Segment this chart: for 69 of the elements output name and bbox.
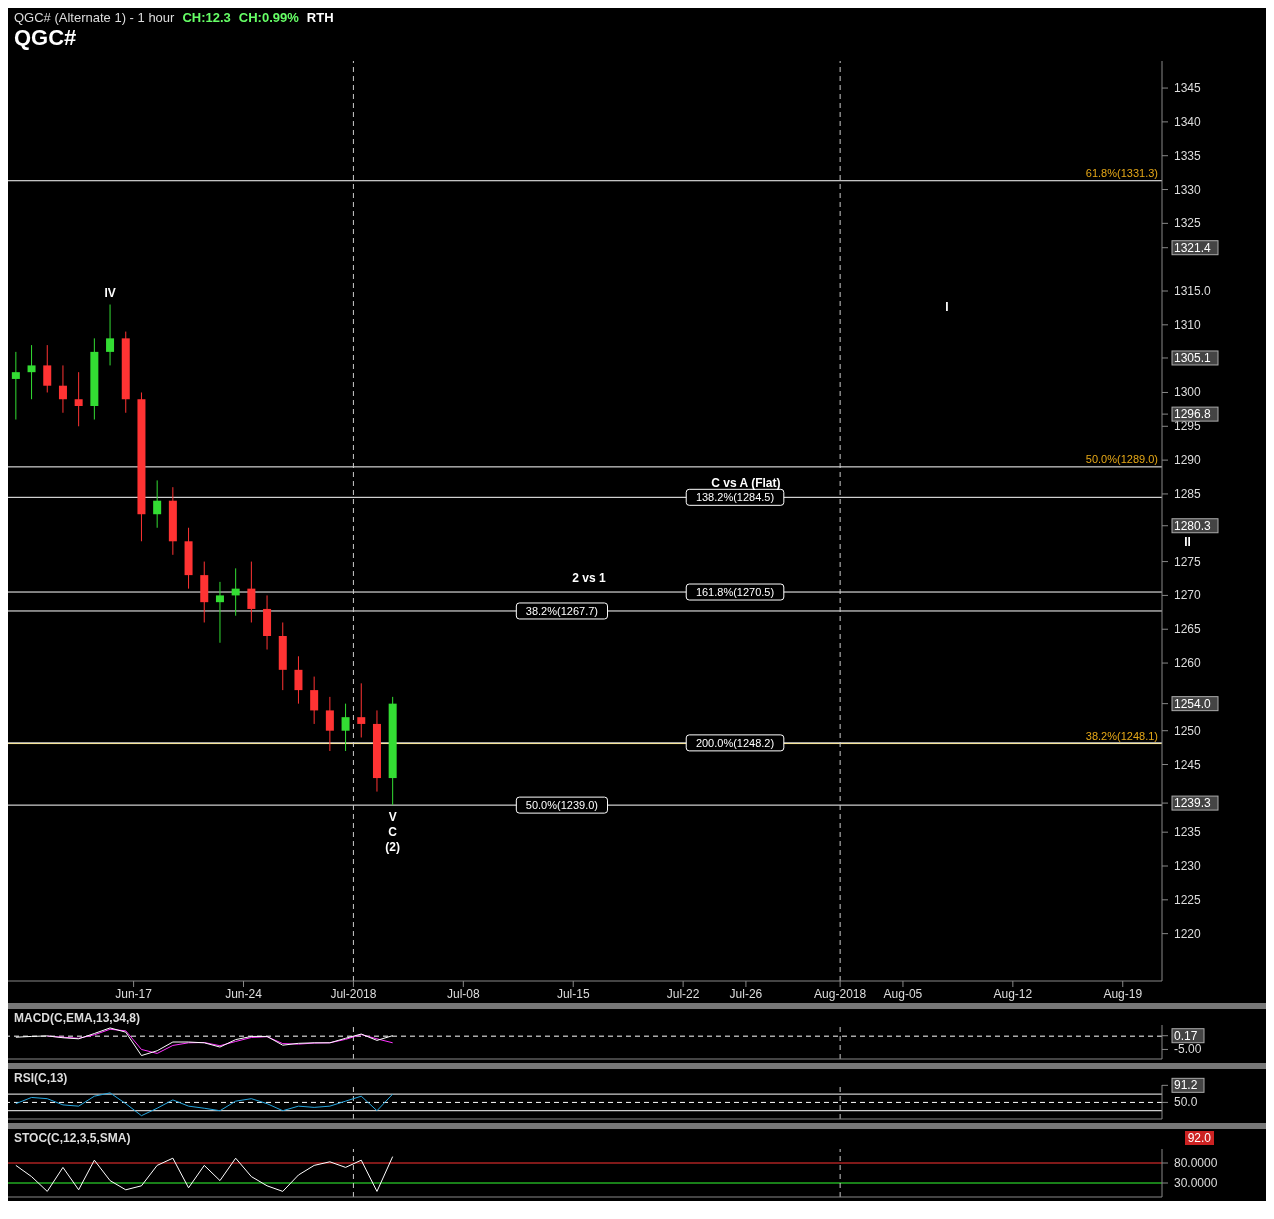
- y-tick-label: 1260: [1174, 656, 1202, 671]
- text: CH:0.99%: [238, 10, 299, 25]
- y-tick-label: 1340: [1174, 114, 1202, 129]
- chart-title: STOC(C,12,3,5,SMA): [14, 1131, 131, 1145]
- y-tick-label: 91.2: [1174, 1078, 1198, 1093]
- y-tick-label: 80.0000: [1174, 1156, 1218, 1170]
- ref-line-label: 61.8%(1331.3): [1085, 166, 1158, 179]
- y-tick-label: 50.0: [1174, 1095, 1198, 1110]
- annotation: 2 vs 1: [572, 571, 606, 586]
- text: II: [1184, 535, 1191, 549]
- y-tick-label: 1296.8: [1174, 407, 1212, 422]
- ref-line-label: 38.2%(1267.7): [525, 604, 599, 617]
- y-tick-label: 1325: [1174, 216, 1202, 231]
- y-tick-label: 1300: [1174, 385, 1202, 400]
- y-tick-label: 1245: [1174, 757, 1202, 772]
- y-tick-label: 1285: [1174, 486, 1202, 501]
- x-tick-label: Jul-08: [446, 986, 480, 1001]
- annotation: I: [945, 300, 949, 314]
- annotation: IV: [104, 285, 116, 300]
- x-tick-label: Aug-12: [993, 986, 1033, 1001]
- text: CH:12.3: [182, 10, 231, 25]
- x-tick-label: Aug-2018: [814, 986, 867, 1001]
- text: 92.0: [1184, 1131, 1214, 1145]
- ref-line-label: 138.2%(1284.5): [695, 491, 775, 504]
- x-tick-label: Jun-17: [115, 986, 153, 1001]
- annotation: C: [388, 825, 398, 840]
- x-tick-label: Aug-05: [883, 986, 923, 1001]
- y-tick-label: 1235: [1174, 825, 1202, 840]
- y-tick-label: 1305.1: [1174, 350, 1212, 365]
- text: RTH: [306, 10, 334, 25]
- ref-line-label: 38.2%(1248.1): [1085, 729, 1158, 742]
- y-tick-label: 1330: [1174, 182, 1202, 197]
- x-tick-label: Jul-2018: [330, 986, 377, 1001]
- ref-line-label: 200.0%(1248.2): [695, 736, 775, 749]
- y-tick-label: 1270: [1174, 588, 1202, 603]
- y-tick-label: 1280.3: [1174, 518, 1212, 533]
- chart-title: RSI(C,13): [14, 1071, 68, 1085]
- annotation: V: [388, 810, 397, 825]
- y-tick-label: 1321.4: [1174, 240, 1212, 255]
- y-tick-label: 30.0000: [1174, 1176, 1218, 1190]
- y-tick-label: 1310: [1174, 317, 1202, 332]
- y-tick-label: 0.17: [1174, 1028, 1198, 1043]
- y-tick-label: 1335: [1174, 148, 1202, 163]
- y-tick-label: 1230: [1174, 859, 1202, 873]
- chart-title: QGC#: [14, 25, 78, 51]
- ref-line-label: 50.0%(1289.0): [1085, 452, 1158, 465]
- x-tick-label: Jul-22: [666, 986, 700, 1001]
- x-tick-label: Jul-26: [729, 986, 763, 1001]
- y-tick-label: 1295: [1174, 419, 1202, 434]
- y-tick-label: 1254.0: [1174, 696, 1212, 711]
- annotation: (2): [385, 840, 400, 855]
- ref-line-label: 161.8%(1270.5): [695, 586, 775, 599]
- y-tick-label: 1315.0: [1174, 284, 1212, 298]
- y-tick-label: -5.00: [1174, 1042, 1202, 1057]
- y-tick-label: 1345: [1174, 81, 1202, 96]
- y-tick-label: 1265: [1174, 622, 1202, 637]
- y-tick-label: 1290: [1174, 453, 1202, 468]
- y-tick-label: 1250: [1174, 723, 1202, 738]
- y-tick-label: 1239.3: [1174, 796, 1212, 811]
- annotation: C vs A (Flat): [711, 476, 781, 491]
- x-tick-label: Jun-24: [225, 986, 263, 1001]
- y-tick-label: 1225: [1174, 892, 1202, 907]
- x-tick-label: Jul-15: [556, 986, 590, 1001]
- y-tick-label: 1220: [1174, 926, 1202, 941]
- y-tick-label: 1275: [1174, 554, 1202, 569]
- chart-title: MACD(C,EMA,13,34,8): [14, 1011, 141, 1025]
- chart-subtitle: QGC# (Alternate 1) - 1 hour: [14, 10, 175, 25]
- ref-line-label: 50.0%(1239.0): [525, 799, 599, 812]
- x-tick-label: Aug-19: [1103, 986, 1143, 1001]
